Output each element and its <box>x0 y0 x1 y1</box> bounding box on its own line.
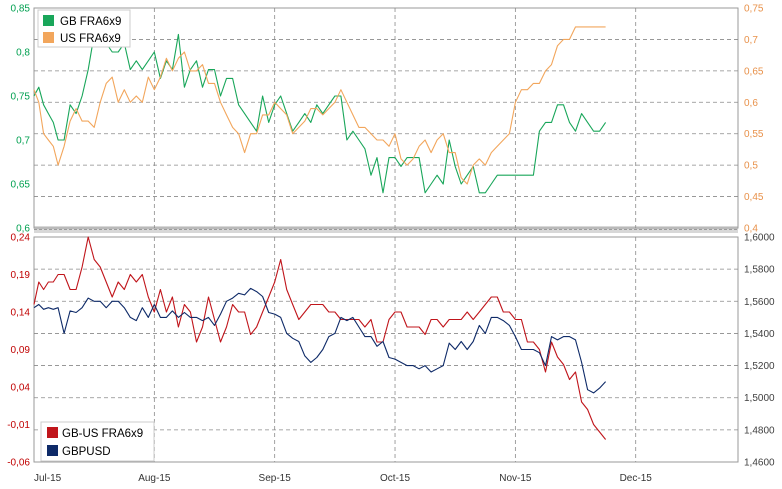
top-right-axis: 0,4 0,45 0,5 0,55 0,6 0,65 0,7 0,75 <box>744 4 764 235</box>
bottom-right-axis: 1,4600 1,4800 1,5000 1,5200 1,5400 1,5600 1,58… <box>744 233 775 469</box>
x-axis-tick-label: Nov-15 <box>499 473 532 484</box>
right-axis-tick-label: 0,6 <box>744 98 758 109</box>
x-axis-tick-label: Aug-15 <box>138 473 171 484</box>
bottom-left-axis: -0,06 -0,01 0,04 0,09 0,14 0,19 0,24 <box>7 233 30 469</box>
left-axis-tick-label: 0,7 <box>16 136 30 147</box>
left-axis-tick-label: -0,06 <box>7 458 30 469</box>
left-axis-tick-label: 0,65 <box>11 180 31 191</box>
series-line-us-fra6x9 <box>33 26 606 185</box>
right-axis-tick-label: 0,55 <box>744 129 764 140</box>
right-axis-tick-label: 1,5200 <box>744 361 775 372</box>
series-line-gb-us-fra6x9 <box>33 236 607 440</box>
x-axis-tick-label: Oct-15 <box>380 473 410 484</box>
top-panel: 0,60,650,70,750,80,85 0,40,450,50,550,60… <box>11 4 764 235</box>
top-left-axis: 0,6 0,65 0,7 0,75 0,8 0,85 <box>11 4 31 235</box>
right-axis-tick-label: 0,65 <box>744 66 764 77</box>
top-grid <box>33 7 739 229</box>
left-axis-tick-label: 0,6 <box>16 224 30 235</box>
right-axis-tick-label: 0,7 <box>744 35 758 46</box>
legend-swatch-gb-us-fra <box>47 427 58 438</box>
x-axis: Jul-15 Aug-15 Sep-15 Oct-15 Nov-15 Dec-15 <box>34 473 652 484</box>
x-axis-tick-label: Dec-15 <box>620 473 653 484</box>
left-axis-tick-label: 0,8 <box>16 48 30 59</box>
legend-label-gb-us-fra: GB-US FRA6x9 <box>62 428 143 440</box>
bottom-legend-box <box>40 421 155 462</box>
legend-swatch-gb-fra <box>43 15 54 26</box>
legend-label-gbpusd: GBPUSD <box>62 446 111 458</box>
legend-swatch-gbpusd <box>47 445 58 456</box>
right-axis-tick-label: 1,6000 <box>744 233 775 244</box>
legend-label-us-fra: US FRA6x9 <box>60 33 121 45</box>
right-axis-tick-label: 1,4600 <box>744 458 775 469</box>
right-axis-tick-label: 0,75 <box>744 4 764 15</box>
legend-label-gb-fra: GB FRA6x9 <box>60 16 121 28</box>
legend-swatch-us-fra <box>43 32 54 43</box>
right-axis-tick-label: 0,45 <box>744 192 764 203</box>
top-legend: GB FRA6x9 US FRA6x9 <box>37 9 131 48</box>
left-axis-tick-label: 0,24 <box>11 233 31 244</box>
left-axis-tick-label: 0,85 <box>11 4 31 15</box>
left-axis-tick-label: 0,19 <box>11 270 31 281</box>
right-axis-tick-label: 0,4 <box>744 224 758 235</box>
x-axis-tick-label: Sep-15 <box>259 473 292 484</box>
right-axis-tick-label: 1,4800 <box>744 425 775 436</box>
right-axis-tick-label: 0,5 <box>744 161 758 172</box>
bottom-grid <box>33 236 739 463</box>
bottom-legend: GB-US FRA6x9 GBPUSD <box>40 421 155 462</box>
right-axis-tick-label: 1,5400 <box>744 329 775 340</box>
left-axis-tick-label: 0,14 <box>11 308 31 319</box>
bottom-panel: -0,06-0,010,040,090,140,190,24 1,46001,4… <box>7 233 775 469</box>
right-axis-tick-label: 1,5800 <box>744 265 775 276</box>
left-axis-tick-label: 0,04 <box>11 383 31 394</box>
left-axis-tick-label: 0,09 <box>11 345 31 356</box>
bottom-series <box>33 236 607 440</box>
series-line-gbpusd <box>33 287 607 394</box>
left-axis-tick-label: 0,75 <box>11 92 31 103</box>
plot-frame <box>33 7 739 229</box>
right-axis-tick-label: 1,5000 <box>744 393 775 404</box>
x-axis-tick-label: Jul-15 <box>34 473 62 484</box>
plot-frame <box>33 236 739 463</box>
left-axis-tick-label: -0,01 <box>7 420 30 431</box>
right-axis-tick-label: 1,5600 <box>744 297 775 308</box>
